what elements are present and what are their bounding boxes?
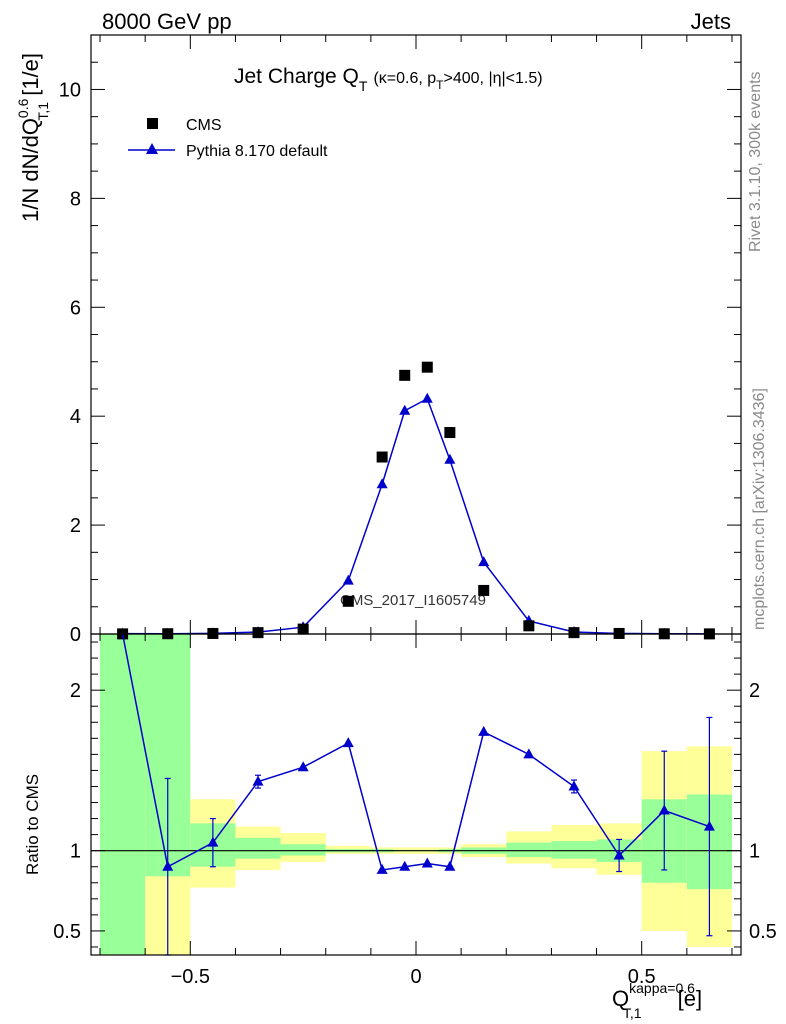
cms-point-8 [421, 361, 433, 373]
legend-cms-marker [147, 118, 158, 129]
legend: CMS Pythia 8.170 default [128, 117, 328, 160]
band-inner-0 [100, 634, 146, 955]
watermark: CMS_2017_I1605749 [340, 592, 486, 609]
legend-pythia-marker [146, 143, 158, 154]
ratio-point-7 [399, 860, 411, 871]
ratio-bands [100, 634, 732, 955]
main-ytick-label: 4 [70, 406, 81, 428]
header-right: Jets [691, 9, 731, 34]
axes: 0 2 4 6 8 10 −0.5 0 0.5 0.5 0.5 1 1 2 2 [53, 34, 777, 988]
band-inner-11 [506, 842, 552, 858]
ratio-point-14 [658, 804, 670, 815]
ratio-point-4 [297, 761, 309, 772]
x-axis-label: Qkappa=0.6 T,1[e] [612, 980, 702, 1021]
ratio-ytick-label-right: 1 [749, 841, 760, 863]
band-inner-4 [280, 844, 326, 856]
ratio-xtick-label: 0 [410, 966, 421, 988]
pythia-point-8 [421, 392, 433, 403]
ratio-point-9 [444, 860, 456, 871]
ratio-point-6 [376, 863, 388, 874]
cms-point-12 [568, 627, 580, 639]
ratio-ytick-label: 2 [70, 680, 81, 702]
ratio-point-13 [613, 849, 625, 860]
chart-title: Jet Charge QT (κ=0.6, pT>400, |η|<1.5) [234, 65, 543, 94]
cms-point-3 [252, 627, 264, 639]
legend-cms-label: CMS [186, 117, 222, 134]
legend-pythia-label: Pythia 8.170 default [186, 143, 328, 160]
main-ytick-label: 0 [70, 624, 81, 646]
ratio-point-1 [162, 860, 174, 871]
ratio-ytick-label: 0.5 [53, 921, 81, 943]
header-left: 8000 GeV pp [102, 9, 232, 34]
pythia-point-10 [478, 556, 490, 567]
band-inner-12 [551, 841, 597, 859]
ratio-ytick-label-right: 2 [749, 680, 760, 702]
ratio-point-5 [342, 737, 354, 748]
rivet-label: Rivet 3.1.10, 300k events [747, 71, 764, 252]
band-inner-3 [235, 837, 281, 859]
ratio-ytick-label-right: 0.5 [749, 921, 777, 943]
ratio-xtick-label: 0.5 [628, 966, 656, 988]
cms-point-6 [376, 451, 388, 463]
cms-point-4 [297, 623, 309, 635]
pythia-point-9 [444, 453, 456, 464]
ratio-point-2 [207, 836, 219, 847]
ratio-point-12 [568, 780, 580, 791]
main-ytick-label: 10 [59, 79, 81, 101]
mcplots-label: mcplots.cern.ch [arXiv:1306.3436] [751, 388, 768, 630]
pythia-point-6 [376, 478, 388, 489]
ratio-point-11 [523, 748, 535, 759]
cms-point-7 [399, 369, 411, 381]
ratio-line [121, 633, 710, 871]
main-ytick-label: 2 [70, 515, 81, 537]
pythia-point-5 [342, 574, 354, 585]
ratio-xtick-label: −0.5 [171, 966, 210, 988]
cms-point-10 [478, 584, 490, 596]
ratio-point-8 [421, 857, 433, 868]
ratio-y-label: Ratio to CMS [23, 774, 42, 875]
ratio-plot-area [91, 633, 741, 956]
pythia-point-7 [399, 404, 411, 415]
main-ytick-label: 6 [70, 297, 81, 319]
main-ytick-label: 8 [70, 188, 81, 210]
ratio-point-3 [252, 775, 264, 786]
ratio-ytick-label: 1 [70, 841, 81, 863]
ratio-point-10 [478, 725, 490, 736]
cms-point-11 [523, 620, 535, 632]
cms-point-9 [444, 427, 456, 439]
cms-point-5 [342, 595, 354, 607]
main-y-label: 1/N dN/dQ0.6 T,1 [1/e] [15, 53, 51, 222]
ratio-point-15 [703, 820, 715, 831]
